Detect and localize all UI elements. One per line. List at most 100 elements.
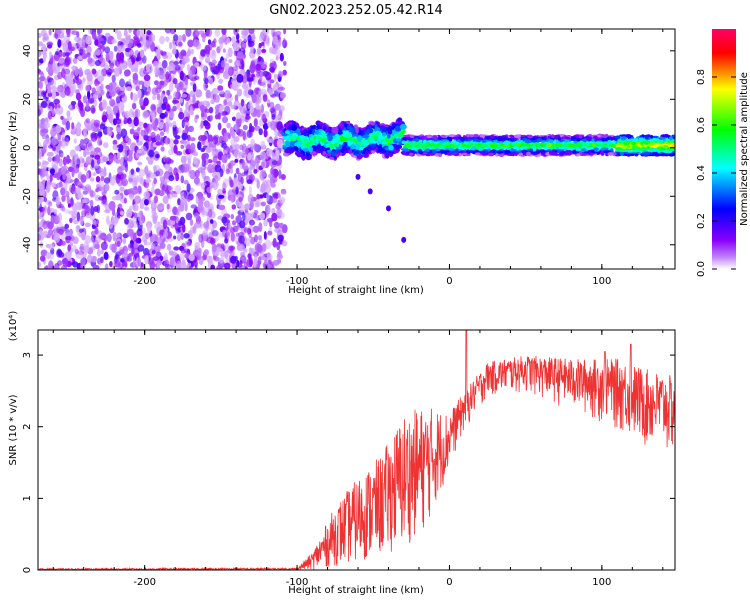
noise-cell bbox=[109, 68, 115, 73]
noise-cell bbox=[238, 203, 246, 213]
noise-cell bbox=[75, 186, 81, 194]
noise-cell bbox=[89, 177, 95, 182]
noise-cell bbox=[281, 240, 288, 247]
noise-cell bbox=[240, 40, 247, 50]
noise-cell bbox=[53, 208, 58, 215]
noise-cell bbox=[250, 247, 255, 256]
noise-cell bbox=[228, 245, 236, 251]
noise-cell bbox=[247, 102, 254, 110]
noise-cell bbox=[188, 253, 195, 261]
noise-cell bbox=[197, 204, 205, 213]
noise-cell bbox=[174, 185, 182, 195]
noise-cell bbox=[173, 144, 178, 154]
noise-cell bbox=[195, 30, 200, 36]
noise-cell bbox=[90, 205, 95, 216]
noise-cell bbox=[182, 87, 187, 95]
noise-cell bbox=[207, 159, 213, 164]
noise-cell bbox=[271, 198, 278, 204]
noise-cell bbox=[46, 173, 50, 181]
noise-cell bbox=[38, 141, 41, 147]
noise-cell bbox=[219, 43, 223, 50]
noise-cell bbox=[225, 53, 230, 59]
noise-cell bbox=[124, 217, 129, 225]
noise-cell bbox=[239, 220, 246, 229]
noise-cell bbox=[149, 235, 154, 243]
noise-cell bbox=[119, 249, 125, 255]
noise-cell bbox=[208, 141, 213, 148]
noise-cell bbox=[183, 179, 189, 185]
noise-cell bbox=[240, 98, 245, 107]
noise-cell bbox=[239, 144, 244, 151]
noise-cell bbox=[100, 249, 104, 255]
noise-cell bbox=[100, 176, 105, 181]
noise-cell bbox=[228, 222, 232, 230]
noise-cell bbox=[92, 264, 100, 269]
noise-cell bbox=[196, 250, 203, 256]
noise-cell bbox=[42, 144, 47, 154]
noise-cell bbox=[279, 55, 285, 61]
noise-cell bbox=[172, 99, 180, 104]
noise-cell bbox=[80, 231, 86, 241]
noise-cell bbox=[116, 133, 121, 140]
noise-cell bbox=[106, 126, 111, 136]
noise-cell bbox=[54, 51, 60, 56]
noise-cell bbox=[113, 153, 117, 164]
noise-cell bbox=[267, 138, 274, 143]
noise-cell bbox=[201, 172, 206, 177]
noise-cell bbox=[49, 173, 53, 182]
noise-cell bbox=[42, 250, 48, 255]
noise-cell bbox=[117, 152, 121, 160]
noise-cell bbox=[130, 55, 137, 63]
noise-cell bbox=[143, 199, 149, 206]
noise-cell bbox=[247, 152, 252, 161]
noise-cell bbox=[45, 264, 49, 269]
noise-cell bbox=[100, 256, 104, 264]
noise-cell bbox=[186, 183, 191, 193]
noise-cell bbox=[161, 59, 168, 69]
noise-cell bbox=[202, 100, 209, 106]
noise-cell bbox=[173, 246, 180, 251]
noise-cell bbox=[179, 216, 186, 226]
noise-cell bbox=[259, 34, 264, 42]
noise-cell bbox=[120, 258, 125, 263]
noise-cell bbox=[117, 109, 121, 118]
noise-cell bbox=[47, 229, 52, 238]
signal-cell bbox=[284, 140, 291, 148]
noise-cell bbox=[80, 139, 87, 150]
noise-cell bbox=[119, 78, 125, 88]
noise-cell bbox=[249, 160, 257, 167]
signal-cell bbox=[401, 129, 406, 135]
noise-cell bbox=[150, 131, 156, 138]
noise-cell bbox=[148, 149, 155, 158]
noise-cell bbox=[230, 195, 235, 203]
noise-cell bbox=[178, 111, 185, 120]
noise-cell bbox=[164, 121, 170, 132]
noise-cell bbox=[137, 238, 142, 244]
noise-cell bbox=[166, 243, 172, 251]
noise-cell bbox=[51, 79, 57, 87]
noise-cell bbox=[241, 172, 246, 177]
noise-cell bbox=[48, 29, 52, 36]
noise-cell bbox=[208, 106, 214, 114]
signal-cell bbox=[377, 146, 383, 153]
noise-cell bbox=[211, 243, 217, 253]
noise-cell bbox=[246, 179, 253, 185]
noise-cell bbox=[283, 61, 287, 66]
noise-cell bbox=[130, 221, 134, 229]
noise-cell bbox=[275, 114, 281, 120]
signal-cell bbox=[375, 130, 380, 135]
noise-cell bbox=[45, 137, 52, 146]
noise-cell bbox=[182, 121, 190, 127]
noise-cell bbox=[269, 62, 275, 69]
noise-cell bbox=[213, 94, 220, 103]
noise-cell bbox=[47, 156, 53, 162]
noise-cell bbox=[229, 168, 233, 174]
noise-cell bbox=[106, 105, 112, 115]
noise-cell bbox=[62, 156, 67, 166]
noise-cell bbox=[278, 249, 282, 258]
signal-cell bbox=[348, 140, 354, 145]
noise-cell bbox=[137, 121, 144, 126]
noise-cell bbox=[84, 235, 92, 244]
noise-cell bbox=[43, 196, 48, 202]
